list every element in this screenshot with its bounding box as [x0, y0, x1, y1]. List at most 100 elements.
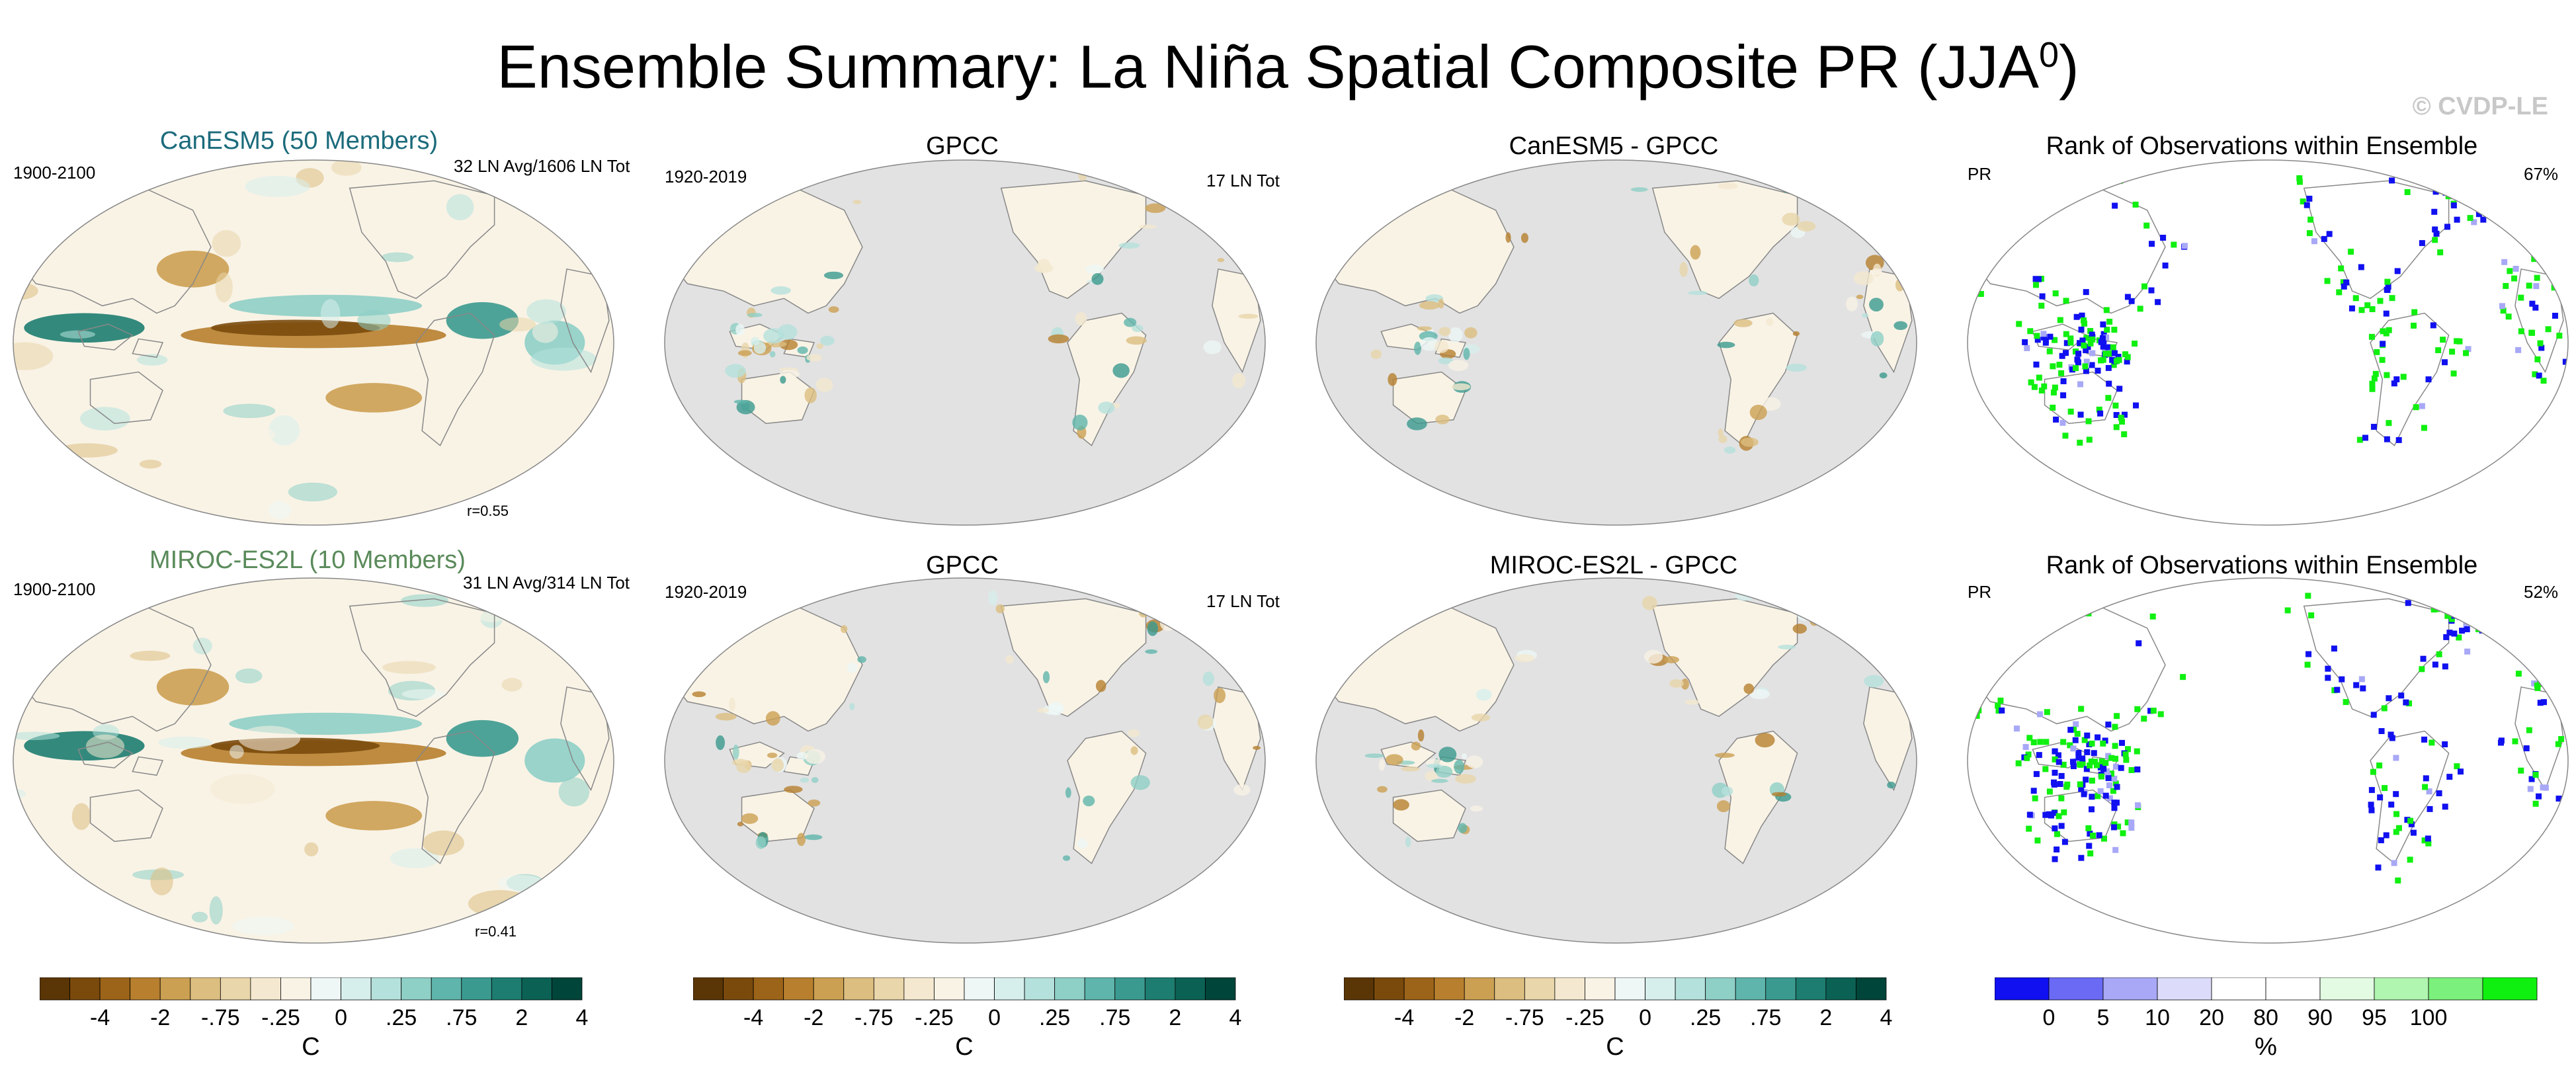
obs-count-1: 17 LN Tot — [1206, 171, 1280, 190]
colorbar-swatch — [1524, 977, 1556, 1001]
colorbar-swatch — [843, 977, 874, 1001]
colorbar-swatch — [250, 977, 281, 1001]
colorbar-tick: 100 — [2409, 1005, 2448, 1030]
map-panel — [1315, 577, 1917, 944]
colorbar-swatch — [2319, 977, 2375, 1001]
colorbar-swatch — [2265, 977, 2321, 1001]
colorbar-tick: 80 — [2253, 1005, 2278, 1030]
colorbar-tick: .25 — [386, 1005, 417, 1030]
colorbar-unit: % — [2255, 1033, 2277, 1061]
colorbar-tick: -.25 — [1565, 1005, 1604, 1030]
colorbar-swatch — [220, 977, 251, 1001]
model-count-2: 31 LN Avg/314 LN Tot — [463, 573, 630, 593]
colorbar-tick: 5 — [2097, 1005, 2110, 1030]
colorbar-swatch — [1054, 977, 1085, 1001]
colorbar-swatch — [1735, 977, 1766, 1001]
colorbar-swatch — [341, 977, 372, 1001]
colorbar-swatch — [310, 977, 341, 1001]
colorbar-tick: -2 — [804, 1005, 824, 1030]
figure-title: Ensemble Summary: La Niña Spatial Compos… — [497, 33, 2079, 101]
colorbar-swatch — [693, 977, 724, 1001]
map-panel — [664, 577, 1266, 944]
colorbar-swatch — [1434, 977, 1465, 1001]
colorbar-swatch — [873, 977, 905, 1001]
colorbar-swatch — [1344, 977, 1374, 1001]
panel-title-diff-2: MIROC-ES2L - GPCC — [1489, 552, 1738, 579]
colorbar-tick: -.25 — [261, 1005, 300, 1030]
colorbar-swatch — [280, 977, 312, 1001]
colorbar-unit: C — [1606, 1033, 1624, 1061]
rank-pct-2: 52% — [2524, 582, 2559, 602]
colorbar-swatch — [1175, 977, 1206, 1001]
colorbar-tick: -4 — [743, 1005, 764, 1030]
colorbar-swatch — [370, 977, 402, 1001]
colorbar-tick: 0 — [988, 1005, 1001, 1030]
map-panel — [664, 159, 1266, 526]
colorbar-tick: -4 — [89, 1005, 110, 1030]
colorbar-tick: -.75 — [1505, 1005, 1544, 1030]
colorbar-swatch — [1464, 977, 1495, 1001]
colorbar-swatch — [2211, 977, 2266, 1001]
colorbar-swatch — [2102, 977, 2158, 1001]
panel-title-diff-1: CanESM5 - GPCC — [1509, 132, 1719, 160]
colorbar-swatch — [2157, 977, 2212, 1001]
rank-pct-1: 67% — [2524, 164, 2559, 184]
colorbar-tick: .75 — [1750, 1005, 1782, 1030]
colorbar-unit: C — [955, 1033, 974, 1061]
colorbar-swatch — [934, 977, 965, 1001]
watermark: © CVDP-LE — [2412, 93, 2548, 120]
colorbar-tick: 0 — [335, 1005, 348, 1030]
colorbar-swatch — [1614, 977, 1645, 1001]
panel-title-rank-2: Rank of Observations within Ensemble — [2046, 552, 2478, 579]
model-r-1: r=0.55 — [467, 503, 509, 519]
rank-var-2: PR — [1968, 582, 1992, 602]
colorbar-tick: 10 — [2145, 1005, 2170, 1030]
colorbar-tick: 0 — [1639, 1005, 1652, 1030]
colorbar-tick: -.25 — [915, 1005, 954, 1030]
colorbar-diff: -4 -2 -.75 -.25 0 .25 .75 2 4 C — [1344, 977, 1893, 1063]
colorbar-swatch — [461, 977, 492, 1001]
colorbar-tick: 4 — [1880, 1005, 1893, 1030]
colorbar-swatch — [431, 977, 462, 1001]
colorbar-swatch — [753, 977, 784, 1001]
panel-title-obs-1: GPCC — [926, 132, 999, 160]
colorbar-swatch — [40, 977, 70, 1001]
panel-title-model-2: MIROC-ES2L (10 Members) — [149, 546, 466, 574]
colorbar-swatch — [552, 977, 583, 1001]
colorbar-tick: .75 — [446, 1005, 478, 1030]
colorbar-tick: 4 — [575, 1005, 589, 1030]
model-r-2: r=0.41 — [475, 923, 517, 940]
obs-period-2: 1920-2019 — [665, 582, 747, 602]
colorbar-tick: 2 — [515, 1005, 528, 1030]
colorbar-swatch — [1645, 977, 1676, 1001]
colorbar-swatch — [1084, 977, 1116, 1001]
colorbar-model: -4 -2 -.75 -.25 0 .25 .75 2 4 C — [40, 977, 589, 1063]
colorbar-swatch — [130, 977, 161, 1001]
map-panel — [13, 159, 614, 526]
colorbar-unit: C — [302, 1033, 320, 1061]
colorbar-swatch — [2048, 977, 2104, 1001]
colorbar-swatch — [1856, 977, 1887, 1001]
colorbar-swatch — [1675, 977, 1706, 1001]
colorbar-swatch — [1585, 977, 1616, 1001]
map-panel — [1967, 159, 2569, 526]
colorbar-swatch — [491, 977, 522, 1001]
colorbar-swatch — [1705, 977, 1736, 1001]
colorbar-swatch — [159, 977, 191, 1001]
colorbar-swatch — [1995, 977, 2050, 1001]
colorbar-swatch — [1144, 977, 1176, 1001]
colorbar-tick: -2 — [1454, 1005, 1475, 1030]
colorbar-swatch — [1765, 977, 1796, 1001]
colorbar-tick: -.75 — [854, 1005, 893, 1030]
rank-var-1: PR — [1968, 164, 1992, 184]
colorbar-swatch — [2428, 977, 2483, 1001]
colorbar-tick: 95 — [2362, 1005, 2387, 1030]
colorbar-swatch — [190, 977, 221, 1001]
colorbar-swatch — [1205, 977, 1236, 1001]
model-period-2: 1900-2100 — [13, 579, 96, 599]
map-panel — [13, 577, 614, 944]
map-panel — [1315, 159, 1917, 526]
colorbar-swatch — [813, 977, 845, 1001]
colorbar-swatch — [1374, 977, 1405, 1001]
colorbar-tick: -4 — [1393, 1005, 1415, 1030]
